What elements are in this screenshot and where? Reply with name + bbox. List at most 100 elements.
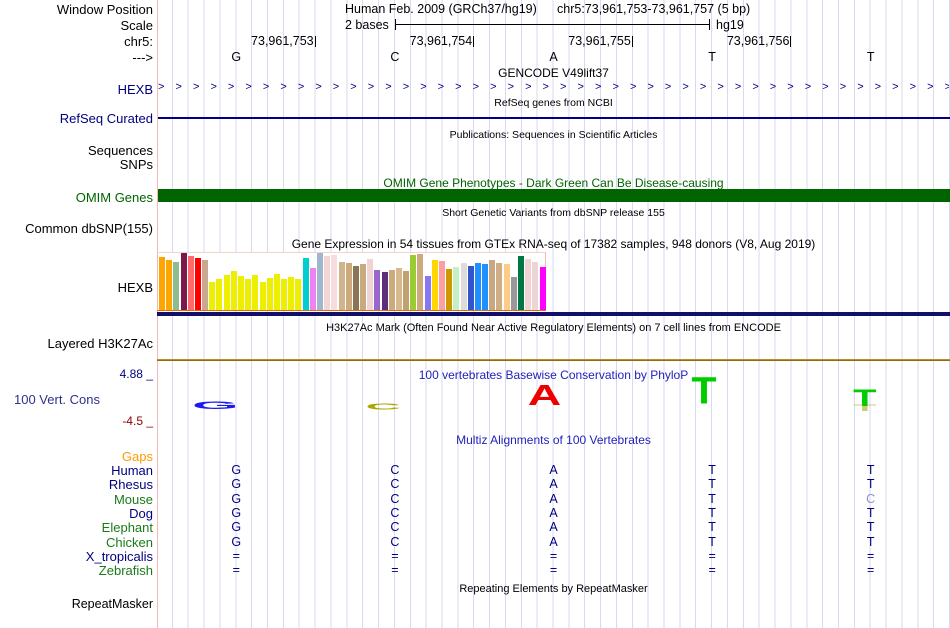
gtex-tissue-bar[interactable]: [216, 278, 223, 310]
gtex-gene-label[interactable]: HEXB: [117, 280, 153, 295]
gtex-tissue-bar[interactable]: [281, 278, 288, 310]
gtex-tissue-bar[interactable]: [367, 258, 374, 310]
gtex-tissue-bar[interactable]: [202, 259, 209, 310]
gtex-gene-model-line[interactable]: [157, 312, 950, 316]
gtex-tissue-bar[interactable]: [532, 262, 539, 310]
gtex-tissue-bar[interactable]: [245, 278, 252, 310]
h3k27ac-signal-line[interactable]: [157, 359, 950, 361]
gtex-tissue-bar[interactable]: [352, 265, 359, 310]
repeatmasker-track-title[interactable]: Repeating Elements by RepeatMasker: [459, 583, 648, 595]
gtex-tissue-bar[interactable]: [338, 261, 345, 310]
conservation-label[interactable]: 100 Vert. Cons: [14, 392, 100, 407]
publications-sequences-label[interactable]: Sequences: [87, 143, 153, 158]
gtex-tissue-bar[interactable]: [503, 264, 510, 310]
scale-bar-left-tick: [395, 19, 396, 30]
gtex-tissue-bar[interactable]: [388, 270, 395, 310]
multiz-aligned-base: C: [390, 505, 400, 520]
gtex-tissue-bar[interactable]: [302, 257, 309, 310]
gtex-tissue-bar[interactable]: [474, 262, 481, 310]
gtex-tissue-bar[interactable]: [209, 281, 216, 310]
multiz-species-label[interactable]: X_tropicalis: [85, 548, 153, 564]
omim-track-title[interactable]: OMIM Gene Phenotypes - Dark Green Can Be…: [383, 176, 724, 190]
multiz-gaps-label[interactable]: Gaps: [121, 449, 153, 464]
gtex-tissue-bar[interactable]: [381, 272, 388, 310]
gtex-tissue-bar[interactable]: [360, 264, 367, 310]
multiz-species-label[interactable]: Chicken: [106, 534, 153, 550]
repeatmasker-label[interactable]: RepeatMasker: [71, 597, 153, 611]
gencode-track-title[interactable]: GENCODE V49lift37: [498, 66, 609, 80]
refseq-curated-label[interactable]: RefSeq Curated: [59, 111, 153, 126]
gtex-tissue-bar[interactable]: [482, 264, 489, 310]
dbsnp-track-title[interactable]: Short Genetic Variants from dbSNP releas…: [442, 207, 665, 219]
gtex-track-title[interactable]: Gene Expression in 54 tissues from GTEx …: [291, 237, 816, 251]
gtex-tissue-bar[interactable]: [460, 262, 467, 310]
gtex-tissue-bar[interactable]: [288, 276, 295, 310]
gencode-gene-label[interactable]: HEXB: [117, 82, 153, 97]
gtex-tissue-bar[interactable]: [417, 254, 424, 310]
gtex-tissue-bar[interactable]: [180, 253, 187, 310]
gtex-tissue-bar[interactable]: [309, 268, 316, 310]
gtex-tissue-bar[interactable]: [539, 267, 546, 310]
gtex-tissue-bar[interactable]: [467, 265, 474, 310]
publications-track-title[interactable]: Publications: Sequences in Scientific Ar…: [449, 129, 658, 141]
omim-genes-label[interactable]: OMIM Genes: [75, 190, 153, 205]
gtex-tissue-bar[interactable]: [345, 263, 352, 310]
gtex-tissue-bar[interactable]: [518, 255, 524, 310]
gtex-tissue-bar[interactable]: [410, 254, 417, 310]
multiz-aligned-base: A: [549, 534, 558, 549]
multiz-species-label[interactable]: Human: [111, 463, 153, 478]
dbsnp-label[interactable]: Common dbSNP(155): [25, 221, 153, 236]
multiz-species-label[interactable]: Dog: [129, 505, 153, 521]
gtex-tissue-bar[interactable]: [431, 259, 438, 310]
gtex-tissue-bar[interactable]: [374, 270, 381, 310]
omim-gene-bar[interactable]: [157, 189, 950, 202]
gtex-tissue-bar[interactable]: [173, 262, 180, 310]
position-range-label: chr5:73,961,753-73,961,757 (5 bp): [557, 2, 751, 16]
gtex-tissue-bar[interactable]: [324, 255, 331, 310]
multiz-aligned-base: T: [866, 520, 875, 535]
multiz-species-label[interactable]: Mouse: [113, 491, 153, 507]
gtex-tissue-bar[interactable]: [187, 255, 194, 310]
multiz-aligned-base: =: [867, 548, 875, 563]
h3k27ac-label[interactable]: Layered H3K27Ac: [47, 336, 153, 351]
gtex-tissue-bar[interactable]: [424, 275, 431, 310]
publications-snps-label[interactable]: SNPs: [119, 157, 153, 172]
gtex-tissue-bar[interactable]: [453, 266, 460, 310]
gtex-tissue-bar[interactable]: [316, 253, 323, 310]
gtex-tissue-bar[interactable]: [230, 271, 237, 310]
multiz-aligned-base: A: [549, 477, 558, 492]
conservation-track-title[interactable]: 100 vertebrates Basewise Conservation by…: [418, 368, 689, 382]
gtex-tissue-bar[interactable]: [525, 258, 532, 310]
gtex-tissue-bar[interactable]: [166, 259, 173, 310]
gtex-tissue-bar[interactable]: [331, 254, 338, 310]
gtex-tissue-bar[interactable]: [439, 260, 446, 310]
multiz-aligned-base: A: [549, 463, 558, 477]
gtex-tissue-bar[interactable]: [259, 281, 266, 310]
multiz-aligned-base: T: [866, 534, 875, 549]
h3k27ac-track-title[interactable]: H3K27Ac Mark (Often Found Near Active Re…: [326, 322, 781, 334]
gtex-tissue-bar[interactable]: [223, 274, 230, 310]
gtex-tissue-bar[interactable]: [295, 278, 302, 310]
refseq-gene-line[interactable]: [157, 117, 950, 119]
gtex-tissue-bar[interactable]: [446, 268, 453, 310]
gtex-tissue-bar[interactable]: [395, 267, 402, 310]
refseq-track-title[interactable]: RefSeq genes from NCBI: [494, 97, 613, 109]
gtex-tissue-bar[interactable]: [489, 259, 496, 310]
gene-strand-arrows[interactable]: > > > > > > > > > > > > > > > > > > > > …: [158, 81, 949, 93]
multiz-track-title[interactable]: Multiz Alignments of 100 Vertebrates: [456, 433, 651, 447]
gtex-tissue-bar[interactable]: [496, 262, 503, 310]
gtex-tissue-bar[interactable]: [510, 276, 517, 310]
multiz-species-label[interactable]: Rhesus: [108, 477, 153, 493]
gtex-tissue-bar[interactable]: [159, 257, 165, 310]
gtex-expression-chart[interactable]: [157, 252, 546, 310]
multiz-species-label[interactable]: Elephant: [101, 520, 153, 536]
gtex-tissue-bar[interactable]: [237, 275, 244, 310]
gtex-tissue-bar[interactable]: [273, 274, 280, 310]
multiz-species-label[interactable]: Zebrafish: [98, 563, 153, 579]
gtex-tissue-bar[interactable]: [266, 277, 273, 310]
gtex-tissue-bar[interactable]: [252, 274, 259, 310]
multiz-aligned-base: A: [549, 520, 558, 535]
gtex-tissue-bar[interactable]: [403, 271, 410, 310]
gtex-tissue-bar[interactable]: [194, 257, 201, 310]
